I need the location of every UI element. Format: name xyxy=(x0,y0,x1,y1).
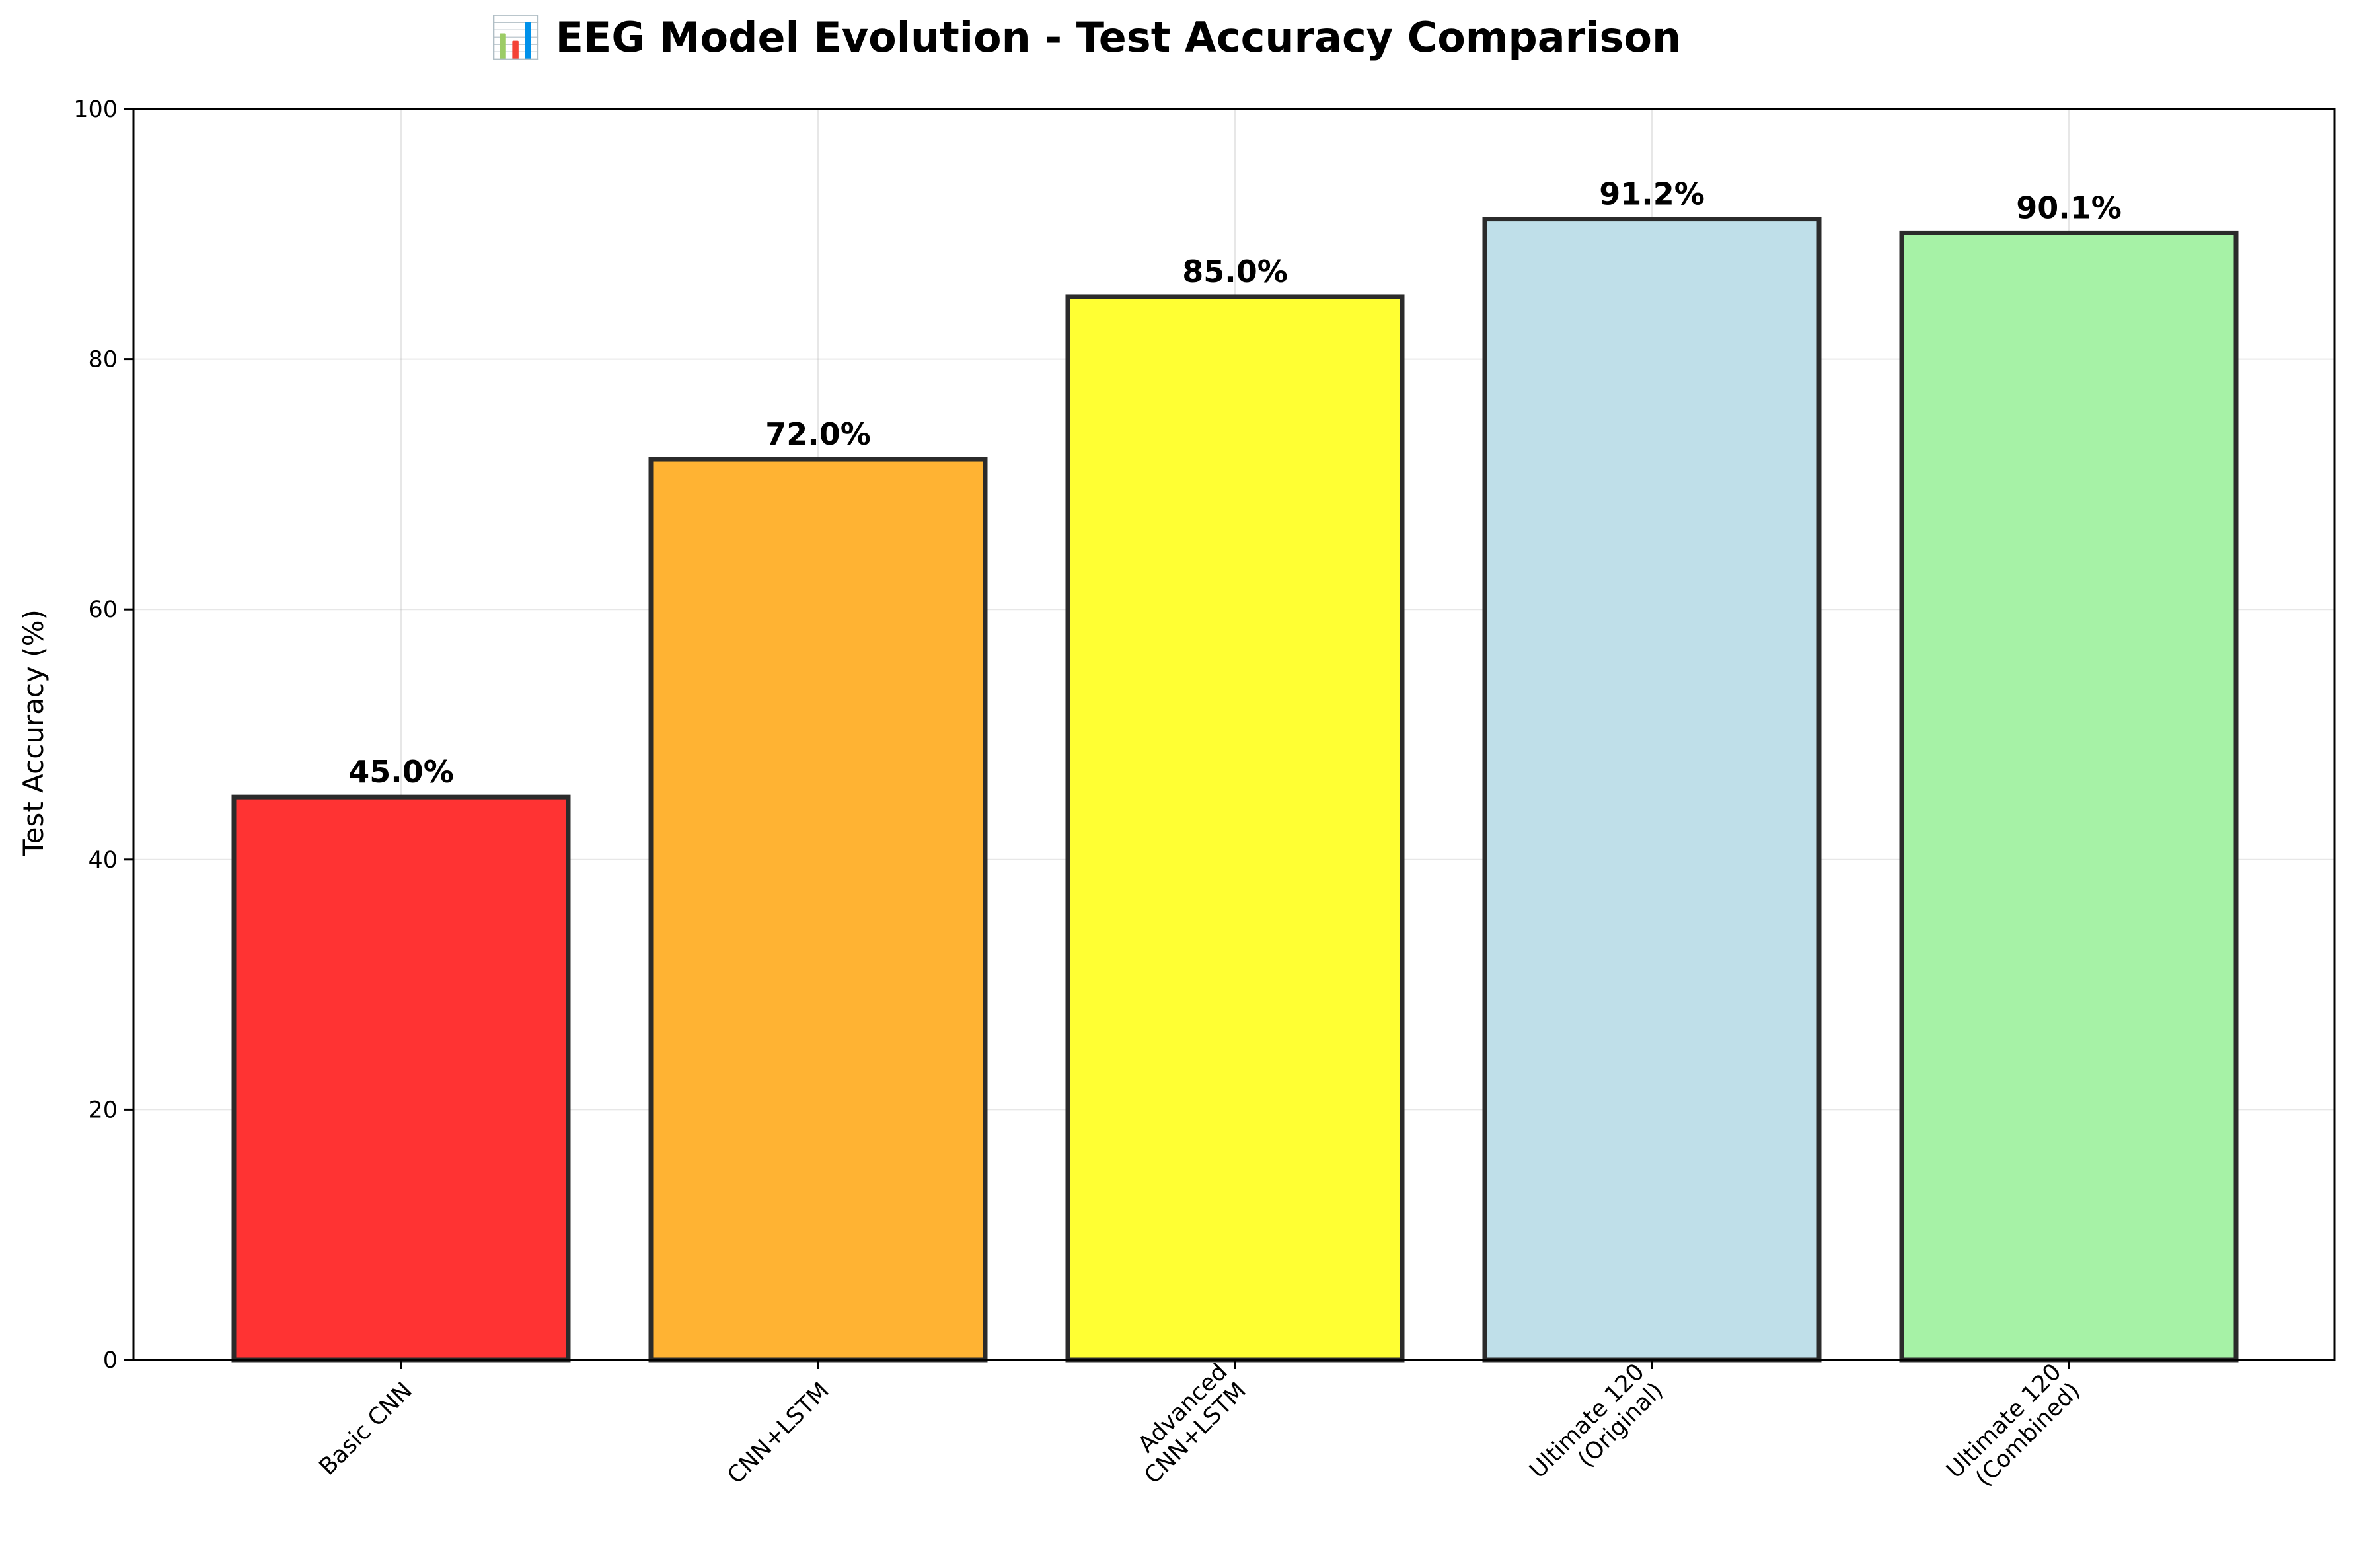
bar-value-label: 91.2% xyxy=(1599,176,1705,212)
bar-value-label: 72.0% xyxy=(765,416,871,452)
bar xyxy=(648,457,988,1363)
bar xyxy=(1482,217,1822,1363)
data-labels: 45.0% 72.0% 85.0% 91.2% 90.1% xyxy=(348,176,2122,790)
y-tick-label: 40 xyxy=(88,847,118,874)
y-tick-label: 100 xyxy=(73,96,118,123)
x-tick-label: Basic CNN xyxy=(315,1378,418,1481)
bar-value-label: 90.1% xyxy=(2016,190,2122,225)
bar-value-label: 45.0% xyxy=(348,754,454,790)
y-tick-label: 0 xyxy=(103,1347,118,1374)
x-tick-label: Ultimate 120(Combined) xyxy=(1941,1359,2085,1502)
x-tick-label: AdvancedCNN+LSTM xyxy=(1121,1359,1252,1489)
chart-title: 📊 EEG Model Evolution - Test Accuracy Co… xyxy=(490,13,1681,61)
x-tick-label: CNN+LSTM xyxy=(723,1378,835,1489)
bar xyxy=(1065,294,1405,1363)
bars xyxy=(231,217,2239,1363)
bar xyxy=(231,794,571,1363)
y-axis-label: Test Accuracy (%) xyxy=(17,609,50,857)
bar-value-label: 85.0% xyxy=(1182,254,1288,289)
bar xyxy=(1899,230,2239,1363)
x-tick-label: Ultimate 120(Original) xyxy=(1524,1359,1668,1502)
y-tick-label: 20 xyxy=(88,1097,118,1123)
y-tick-label: 80 xyxy=(88,347,118,373)
y-tick-label: 60 xyxy=(88,597,118,623)
